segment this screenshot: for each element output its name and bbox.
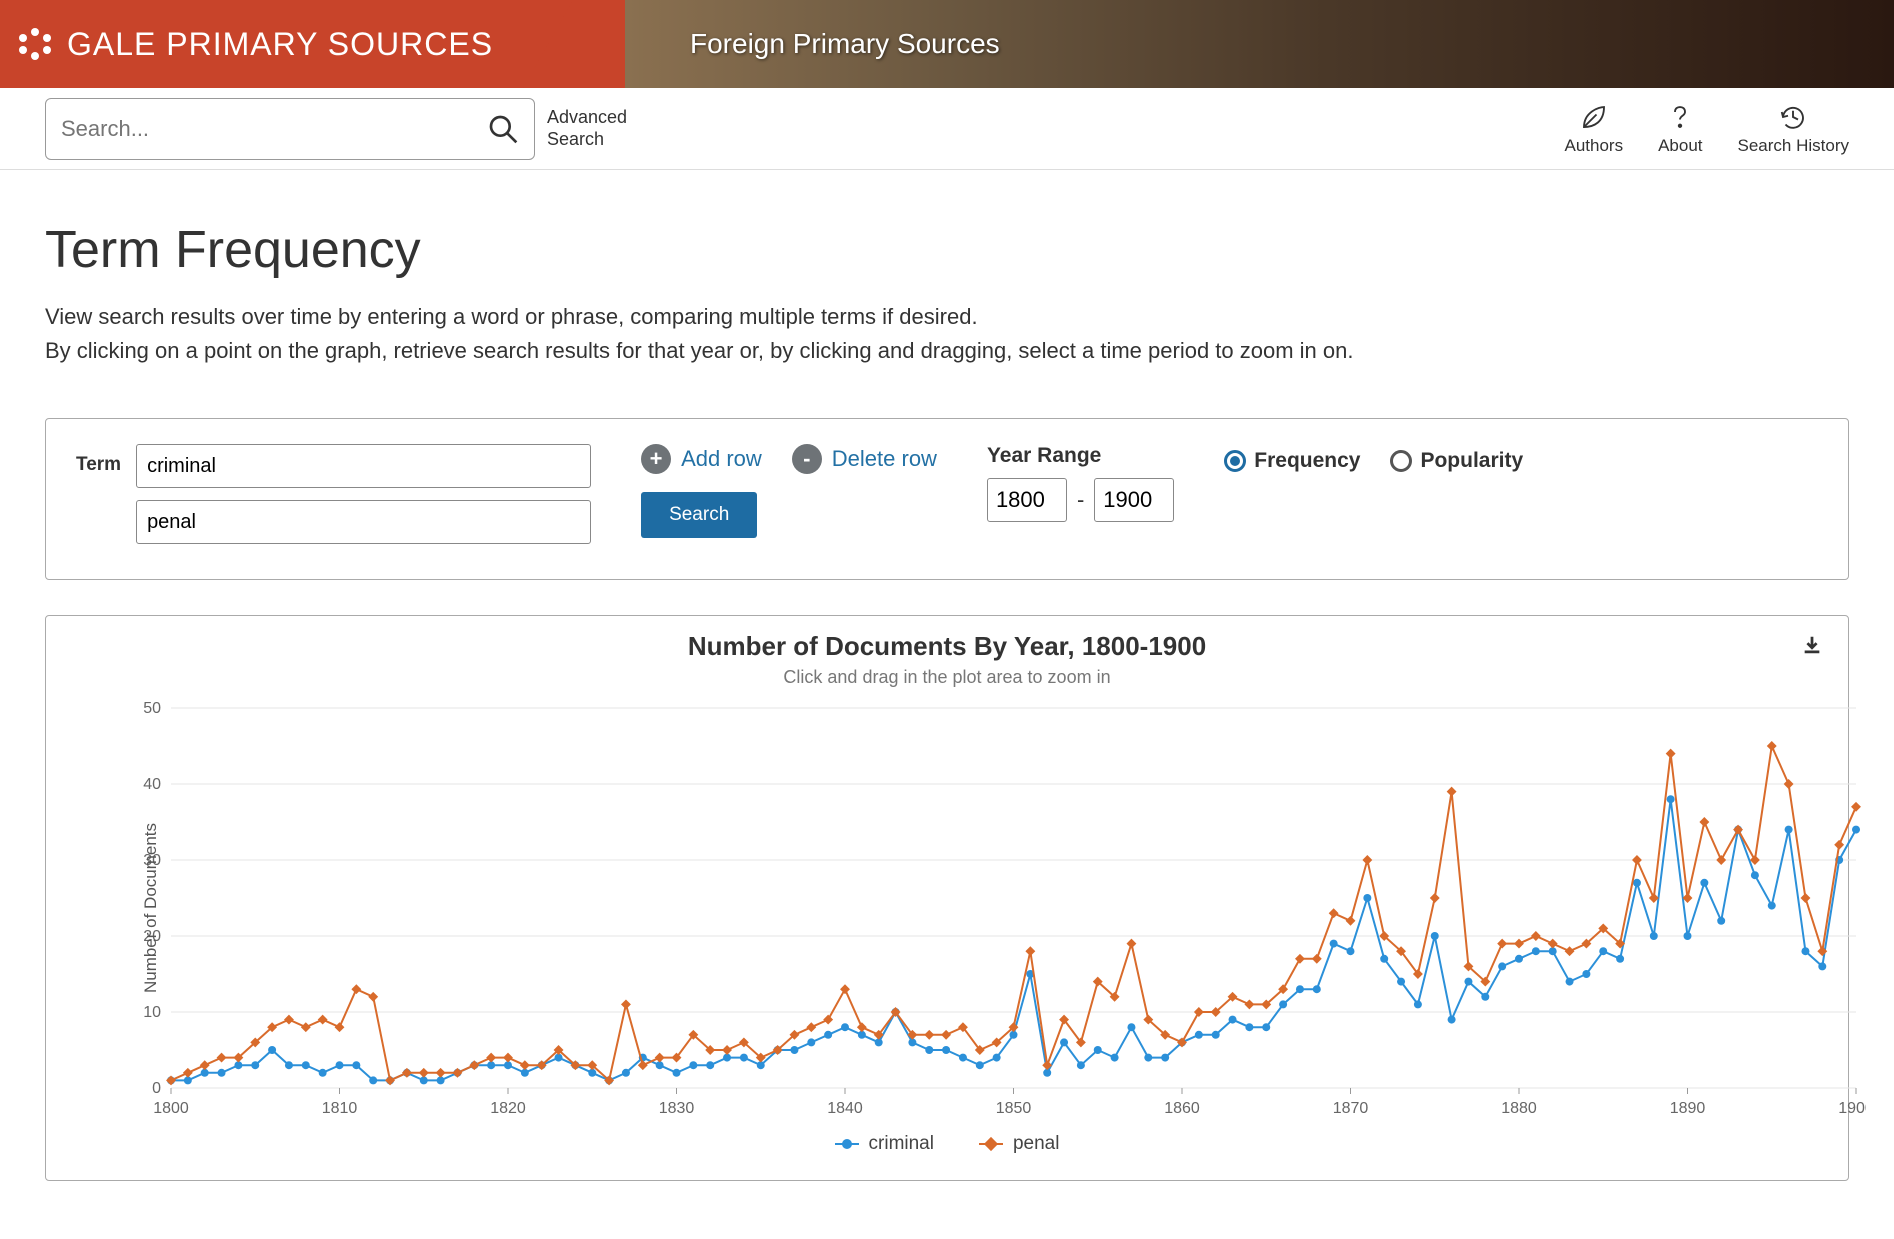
header-subtitle: Foreign Primary Sources bbox=[690, 28, 1000, 60]
about-link[interactable]: About bbox=[1658, 102, 1702, 156]
legend-marker-line bbox=[835, 1143, 859, 1145]
chart-legend: criminal penal bbox=[71, 1133, 1823, 1155]
desc-line-1: View search results over time by enterin… bbox=[45, 300, 1849, 334]
svg-text:1810: 1810 bbox=[322, 1100, 358, 1117]
svg-text:10: 10 bbox=[143, 1004, 161, 1021]
advanced-search-line2: Search bbox=[547, 129, 627, 151]
term-section: Term bbox=[76, 444, 591, 544]
delete-row-label: Delete row bbox=[832, 446, 937, 472]
chart-subtitle: Click and drag in the plot area to zoom … bbox=[71, 667, 1823, 688]
legend-marker-circle bbox=[842, 1139, 852, 1149]
chart-svg[interactable]: 0102030405018001810182018301840185018601… bbox=[126, 698, 1866, 1118]
year-inputs: - bbox=[987, 478, 1174, 522]
radio-checked-icon bbox=[1224, 450, 1246, 472]
svg-text:1900: 1900 bbox=[1838, 1100, 1866, 1117]
year-from-input[interactable] bbox=[987, 478, 1067, 522]
svg-text:1860: 1860 bbox=[1164, 1100, 1200, 1117]
legend-item-criminal[interactable]: criminal bbox=[835, 1133, 934, 1155]
svg-text:1820: 1820 bbox=[490, 1100, 526, 1117]
controls-panel: Term + Add row - Delete row Search Year … bbox=[45, 418, 1849, 580]
header-banner: GALE PRIMARY SOURCES Foreign Primary Sou… bbox=[0, 0, 1894, 88]
search-history-link[interactable]: Search History bbox=[1738, 102, 1849, 156]
authors-link[interactable]: Authors bbox=[1564, 102, 1623, 156]
svg-text:1840: 1840 bbox=[827, 1100, 863, 1117]
year-range-label: Year Range bbox=[987, 444, 1174, 468]
add-row-label: Add row bbox=[681, 446, 762, 472]
chart-title: Number of Documents By Year, 1800-1900 bbox=[71, 631, 1823, 662]
svg-text:1850: 1850 bbox=[996, 1100, 1032, 1117]
delete-row-button[interactable]: - Delete row bbox=[792, 444, 937, 474]
logo-section: GALE PRIMARY SOURCES bbox=[0, 0, 573, 88]
minus-icon: - bbox=[792, 444, 822, 474]
svg-text:40: 40 bbox=[143, 776, 161, 793]
radio-unchecked-icon bbox=[1390, 450, 1412, 472]
svg-text:50: 50 bbox=[143, 700, 161, 717]
page-description: View search results over time by enterin… bbox=[45, 300, 1849, 368]
term-input-2[interactable] bbox=[136, 500, 591, 544]
row-actions: + Add row - Delete row bbox=[641, 444, 937, 474]
year-separator: - bbox=[1077, 487, 1084, 513]
search-input[interactable] bbox=[61, 116, 487, 142]
legend-label-penal: penal bbox=[1013, 1133, 1060, 1155]
chart-area: Number of Documents 01020304050180018101… bbox=[71, 698, 1823, 1118]
chart-panel: Number of Documents By Year, 1800-1900 C… bbox=[45, 615, 1849, 1181]
action-section: + Add row - Delete row Search bbox=[641, 444, 937, 538]
legend-label-criminal: criminal bbox=[869, 1133, 934, 1155]
history-label: Search History bbox=[1738, 136, 1849, 156]
legend-marker-line bbox=[979, 1143, 1003, 1145]
history-icon bbox=[1778, 102, 1808, 132]
term-input-1[interactable] bbox=[136, 444, 591, 488]
search-icon[interactable] bbox=[487, 113, 519, 145]
svg-text:1880: 1880 bbox=[1501, 1100, 1537, 1117]
plus-icon: + bbox=[641, 444, 671, 474]
legend-marker-diamond bbox=[984, 1137, 998, 1151]
desc-line-2: By clicking on a point on the graph, ret… bbox=[45, 334, 1849, 368]
main-content: Term Frequency View search results over … bbox=[0, 170, 1894, 1231]
svg-text:1800: 1800 bbox=[153, 1100, 189, 1117]
legend-item-penal[interactable]: penal bbox=[979, 1133, 1060, 1155]
frequency-label: Frequency bbox=[1254, 449, 1360, 473]
advanced-search-line1: Advanced bbox=[547, 107, 627, 129]
popularity-label: Popularity bbox=[1420, 449, 1523, 473]
advanced-search-link[interactable]: Advanced Search bbox=[547, 107, 627, 150]
svg-text:1830: 1830 bbox=[659, 1100, 695, 1117]
about-label: About bbox=[1658, 136, 1702, 156]
download-icon[interactable] bbox=[1801, 634, 1823, 656]
svg-text:0: 0 bbox=[152, 1080, 161, 1097]
svg-text:1890: 1890 bbox=[1670, 1100, 1706, 1117]
gale-logo-icon bbox=[15, 24, 55, 64]
search-box bbox=[45, 98, 535, 160]
year-to-input[interactable] bbox=[1094, 478, 1174, 522]
authors-label: Authors bbox=[1564, 136, 1623, 156]
toolbar: Advanced Search Authors About Search His… bbox=[0, 88, 1894, 170]
question-icon bbox=[1665, 102, 1695, 132]
year-range-section: Year Range - bbox=[987, 444, 1174, 522]
page-title: Term Frequency bbox=[45, 220, 1849, 280]
y-axis-label: Number of Documents bbox=[141, 823, 161, 993]
mode-radio-section: Frequency Popularity bbox=[1224, 449, 1523, 473]
popularity-radio[interactable]: Popularity bbox=[1390, 449, 1523, 473]
svg-text:1870: 1870 bbox=[1333, 1100, 1369, 1117]
frequency-radio[interactable]: Frequency bbox=[1224, 449, 1360, 473]
search-button[interactable]: Search bbox=[641, 492, 757, 538]
term-label: Term bbox=[76, 454, 121, 476]
leaf-icon bbox=[1579, 102, 1609, 132]
add-row-button[interactable]: + Add row bbox=[641, 444, 762, 474]
header-title: GALE PRIMARY SOURCES bbox=[67, 26, 493, 63]
term-inputs bbox=[136, 444, 591, 544]
